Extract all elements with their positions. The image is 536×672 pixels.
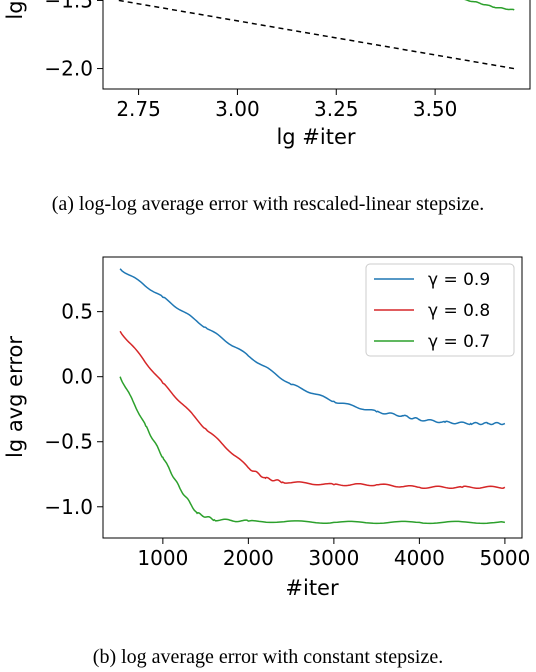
legend-label: γ = 0.8	[428, 301, 490, 321]
x-tick-label: 3000	[308, 546, 359, 570]
top-chart: −2.0 −1.5 2.75 3.00 3.25 3.50 lg #iter lg	[3, 0, 531, 149]
x-tick-label: 1000	[137, 546, 188, 570]
y-tick-label: −1.5	[44, 0, 93, 12]
x-tick-label: 3.25	[314, 97, 359, 121]
bottom-chart-plot-area	[102, 256, 523, 539]
y-tick-label: 0.0	[61, 365, 93, 389]
x-tick-label: 5000	[479, 546, 530, 570]
legend-label: γ = 0.9	[428, 270, 490, 290]
caption-b: (b) log average error with constant step…	[92, 646, 444, 668]
bottom-chart-ylabel: lg avg error	[3, 336, 27, 458]
x-tick-label: 2.75	[116, 97, 161, 121]
bottom-chart-xlabel: #iter	[285, 576, 339, 600]
legend-box	[365, 263, 515, 357]
caption-a: (a) log-log average error with rescaled-…	[51, 193, 485, 215]
y-tick-label: −1.0	[44, 495, 93, 519]
series-line-1	[464, 0, 515, 11]
bottom-chart: −1.0 −0.5 0.0 0.5 1000 2000 3000 4000 5000 γ = …	[3, 256, 530, 600]
x-tick-label: 2000	[223, 546, 274, 570]
series-line-0	[119, 268, 506, 426]
series-line-0	[118, 0, 515, 70]
legend: γ = 0.9 γ = 0.8 γ = 0.7	[365, 263, 515, 357]
x-tick-label: 3.50	[413, 97, 458, 121]
top-chart-ylabel: lg	[3, 0, 27, 19]
y-tick-label: 0.5	[61, 300, 93, 324]
y-tick-label: −2.0	[44, 57, 93, 81]
y-tick-label: −0.5	[44, 430, 93, 454]
top-chart-xlabel: lg #iter	[276, 125, 355, 149]
legend-label: γ = 0.7	[428, 332, 490, 352]
top-chart-plot-area	[102, 0, 531, 90]
series-line-2	[119, 376, 506, 525]
x-tick-label: 3.00	[215, 97, 260, 121]
x-tick-label: 4000	[394, 546, 445, 570]
series-line-1	[119, 330, 506, 489]
